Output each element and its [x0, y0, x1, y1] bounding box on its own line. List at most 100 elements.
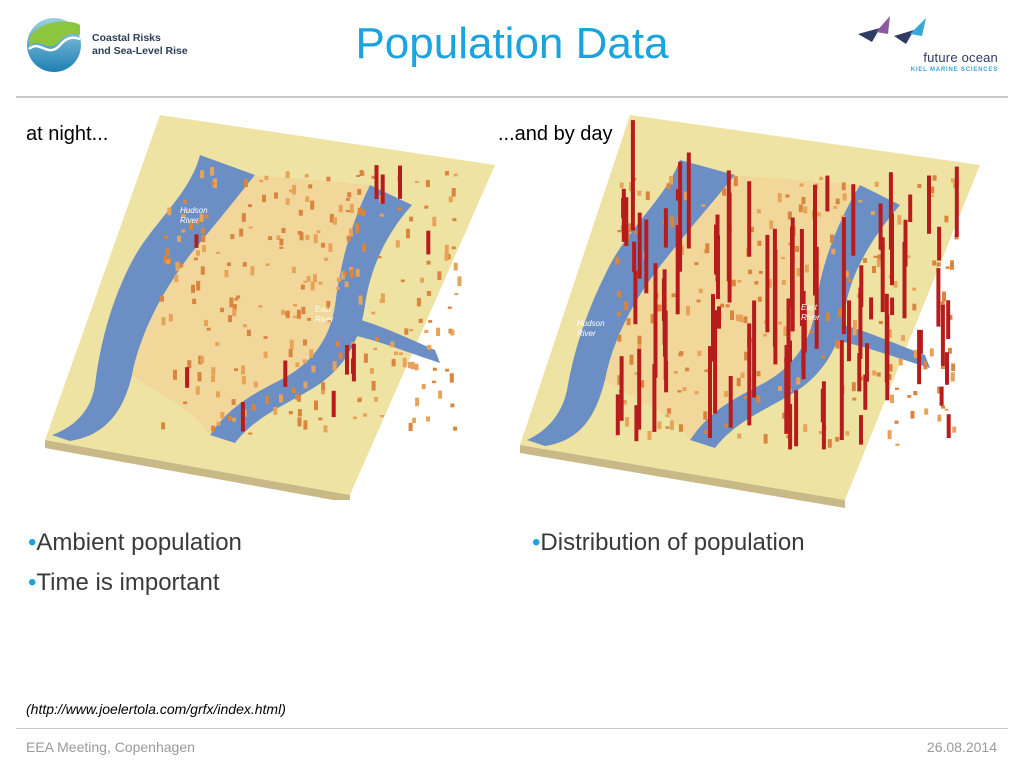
night-density-block	[416, 297, 421, 307]
day-density-block	[694, 391, 699, 395]
day-density-block	[913, 391, 918, 396]
day-density-block	[781, 280, 786, 285]
day-east-label-1: East	[801, 303, 818, 312]
day-density-block	[763, 433, 768, 444]
day-density-block	[743, 396, 748, 399]
day-density-block	[874, 181, 879, 187]
day-density-block	[835, 339, 840, 349]
day-density-spike	[708, 346, 712, 438]
night-density-block	[161, 317, 166, 326]
day-density-block	[756, 395, 761, 404]
night-density-block	[432, 216, 437, 227]
night-density-block	[262, 194, 266, 203]
day-density-spike	[847, 300, 851, 362]
night-density-block	[409, 329, 414, 332]
day-density-block	[870, 211, 875, 215]
night-density-block	[175, 261, 180, 267]
bullet-text: Time is important	[36, 569, 220, 596]
day-density-block	[838, 308, 843, 317]
day-density-spike	[859, 415, 863, 445]
day-density-spike	[936, 268, 941, 327]
bullet-text: Distribution of population	[540, 529, 805, 556]
night-east-label-2: River	[315, 315, 334, 324]
night-density-block	[333, 217, 337, 225]
night-density-block	[212, 178, 217, 188]
day-density-block	[798, 204, 803, 213]
night-density-block	[318, 417, 323, 421]
night-density-block	[232, 308, 237, 317]
day-density-block	[841, 182, 846, 191]
night-density-block	[426, 416, 431, 422]
day-hudson-label-1: Hudson	[577, 319, 605, 328]
night-density-block	[164, 235, 168, 239]
night-density-block	[355, 223, 359, 234]
night-density-block	[182, 200, 187, 204]
night-density-block	[395, 240, 400, 248]
night-density-block	[347, 192, 352, 198]
night-density-block	[234, 368, 239, 372]
night-density-block	[329, 213, 334, 223]
night-density-block	[210, 182, 215, 185]
day-density-block	[736, 377, 741, 387]
bullet-text: Ambient population	[36, 529, 242, 556]
day-density-spike	[820, 388, 825, 423]
night-density-block	[273, 406, 278, 415]
night-density-block	[229, 297, 234, 308]
night-density-block	[220, 411, 225, 419]
day-density-block	[917, 183, 922, 189]
day-density-block	[628, 223, 633, 232]
night-density-spike	[283, 360, 288, 387]
day-density-block	[703, 411, 708, 420]
night-hudson-label-1: Hudson	[180, 206, 208, 215]
source-link[interactable]: (http://www.joelertola.com/grfx/index.ht…	[26, 701, 286, 717]
night-density-block	[357, 398, 362, 403]
day-density-block	[947, 347, 952, 354]
day-density-block	[720, 303, 725, 308]
night-density-block	[285, 198, 290, 205]
night-density-block	[293, 304, 297, 307]
day-density-block	[763, 333, 768, 337]
day-density-block	[634, 372, 639, 375]
day-density-spike	[675, 189, 680, 201]
day-density-block	[847, 278, 852, 282]
night-density-block	[310, 281, 315, 291]
night-density-block	[183, 401, 188, 405]
future-ocean-subtitle: KIEL MARINE SCIENCES	[910, 67, 998, 73]
night-density-block	[326, 300, 331, 309]
day-density-block	[634, 231, 639, 235]
night-density-block	[410, 361, 415, 370]
day-density-spike	[825, 175, 830, 212]
day-density-spike	[865, 343, 869, 382]
night-density-block	[204, 319, 208, 327]
bullet-list-left: •Ambient population •Time is important	[28, 523, 242, 603]
day-density-block	[777, 386, 782, 391]
night-density-block	[179, 263, 184, 268]
night-density-block	[454, 293, 459, 296]
day-density-spike	[939, 386, 944, 406]
night-density-block	[420, 277, 425, 283]
day-density-spike	[633, 270, 638, 325]
night-density-block	[303, 280, 308, 283]
night-density-block	[431, 380, 436, 384]
night-density-block	[457, 276, 462, 286]
night-density-block	[202, 245, 207, 253]
day-density-block	[617, 334, 622, 342]
night-density-block	[246, 329, 251, 337]
night-density-block	[197, 372, 202, 382]
day-density-spike	[675, 225, 680, 315]
night-density-block	[196, 280, 201, 291]
day-density-block	[818, 431, 823, 434]
night-density-block	[163, 255, 168, 264]
day-density-block	[778, 321, 782, 325]
day-density-block	[619, 182, 624, 188]
day-density-block	[783, 326, 788, 336]
night-density-block	[241, 365, 246, 375]
coastal-risks-logo-text: Coastal Risks and Sea-Level Rise	[92, 32, 188, 58]
day-density-spike	[946, 414, 951, 439]
night-density-block	[314, 400, 318, 411]
day-density-block	[830, 234, 834, 243]
night-density-block	[175, 265, 180, 271]
day-density-spike	[918, 329, 923, 354]
night-density-block	[228, 415, 233, 421]
day-density-spike	[634, 405, 639, 442]
